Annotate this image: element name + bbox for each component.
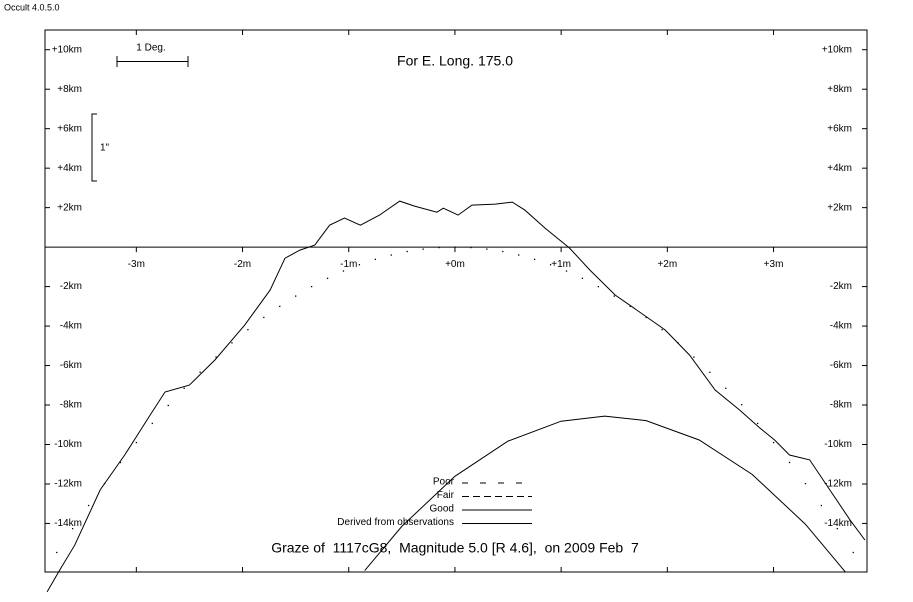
limb-dot (135, 441, 138, 444)
profile-line (364, 415, 847, 572)
legend-label: Derived from observations (337, 517, 454, 528)
y-tick-label: -2km (60, 281, 82, 292)
x-tick-label: -3m (128, 259, 145, 270)
limb-dot (199, 371, 201, 373)
y-tick-label: +2km (57, 202, 82, 213)
limb-dot (87, 504, 90, 507)
y-tick-label: -14km (54, 518, 82, 529)
x-tick-label: +0m (445, 259, 465, 270)
x-tick-label: -2m (234, 259, 251, 270)
limb-dot (772, 441, 775, 444)
limb-dot (486, 248, 488, 250)
chart-caption: Graze of 1117cG8, Magnitude 5.0 [R 4.6],… (271, 540, 639, 556)
y-tick-label: +4km (57, 163, 82, 174)
limb-dot (295, 295, 297, 297)
y-tick-label: -10km (824, 439, 852, 450)
limb-dot (279, 305, 281, 308)
limb-dot (438, 246, 440, 249)
limb-dot (72, 527, 74, 530)
limb-dot (581, 277, 584, 280)
legend-label: Poor (433, 477, 455, 488)
limb-dot (693, 356, 695, 358)
x-tick-label: -1m (340, 259, 357, 270)
limb-dot (629, 305, 631, 308)
degree-scale-bar (116, 56, 189, 67)
limb-dot (215, 356, 217, 358)
limb-dot (549, 264, 552, 266)
limb-dot (56, 551, 58, 554)
limb-dot (326, 277, 329, 280)
limb-dot (661, 329, 663, 331)
y-tick-label: -14km (824, 518, 852, 529)
limb-dot (836, 527, 838, 530)
limb-dot (422, 248, 424, 250)
window-title: Occult 4.0.5.0 (4, 2, 60, 12)
y-tick-label: +6km (57, 123, 82, 134)
x-tick-label: +3m (764, 259, 784, 270)
legend: Poor Fair Good Derived from observations (337, 477, 532, 528)
limb-dot (502, 250, 504, 253)
limb-dot (613, 295, 615, 297)
limb-dot (597, 285, 600, 288)
limb-dot (358, 264, 361, 266)
y-tick-label: +2km (827, 202, 852, 213)
limb-dot (645, 316, 647, 319)
plot-frame (44, 29, 868, 573)
limb-dot (757, 422, 759, 425)
limb-dot (183, 387, 185, 389)
limb-dot (470, 246, 472, 249)
y-tick-label: +8km (57, 84, 82, 95)
y-tick-label: -8km (60, 400, 82, 411)
limb-dot (852, 551, 854, 554)
y-tick-label: -6km (830, 360, 852, 371)
degree-scale-label: 1 Deg. (136, 43, 165, 54)
y-tick-label: -4km (60, 321, 82, 332)
arcsec-scale-bar (91, 113, 97, 182)
y-tick-label: -12km (54, 479, 82, 490)
limb-dot (709, 371, 711, 373)
limb-dot (151, 422, 153, 425)
limb-dot (454, 246, 456, 248)
limb-dot (247, 329, 249, 331)
limb-dot (263, 316, 265, 319)
limb-dot (103, 482, 106, 485)
limb-dot (804, 482, 807, 485)
y-tick-label: -4km (830, 321, 852, 332)
arcsec-scale-label: 1" (100, 143, 110, 154)
limb-dot (741, 404, 743, 406)
y-tick-label: +10km (52, 44, 82, 55)
limb-dot (533, 258, 536, 261)
y-tick-label: -2km (830, 281, 852, 292)
y-tick-label: -12km (824, 479, 852, 490)
limb-dot (231, 342, 233, 344)
limb-dot (788, 461, 791, 464)
limb-dot (119, 461, 122, 464)
chart-title: For E. Long. 175.0 (397, 53, 513, 69)
profile-line (46, 200, 866, 593)
limb-dot (167, 404, 169, 407)
x-tick-label: +1m (551, 259, 571, 270)
limb-dot (820, 504, 823, 507)
limb-dot (390, 254, 392, 256)
y-tick-label: -10km (54, 439, 82, 450)
limb-dot (725, 387, 727, 389)
limb-dot (677, 342, 679, 344)
y-tick-label: +8km (827, 84, 852, 95)
y-tick-label: -6km (60, 360, 82, 371)
limb-dot (310, 285, 313, 288)
x-tick-label: +2m (657, 259, 677, 270)
y-tick-label: +10km (822, 44, 852, 55)
legend-label: Fair (437, 490, 455, 501)
limb-dot (406, 250, 408, 253)
limb-dot (342, 270, 345, 272)
limb-dot (518, 254, 520, 256)
limb-dot (565, 270, 568, 272)
y-tick-label: -8km (830, 400, 852, 411)
limb-dot (374, 258, 376, 261)
legend-label: Good (430, 504, 454, 515)
y-tick-label: +6km (827, 123, 852, 134)
y-tick-label: +4km (827, 163, 852, 174)
